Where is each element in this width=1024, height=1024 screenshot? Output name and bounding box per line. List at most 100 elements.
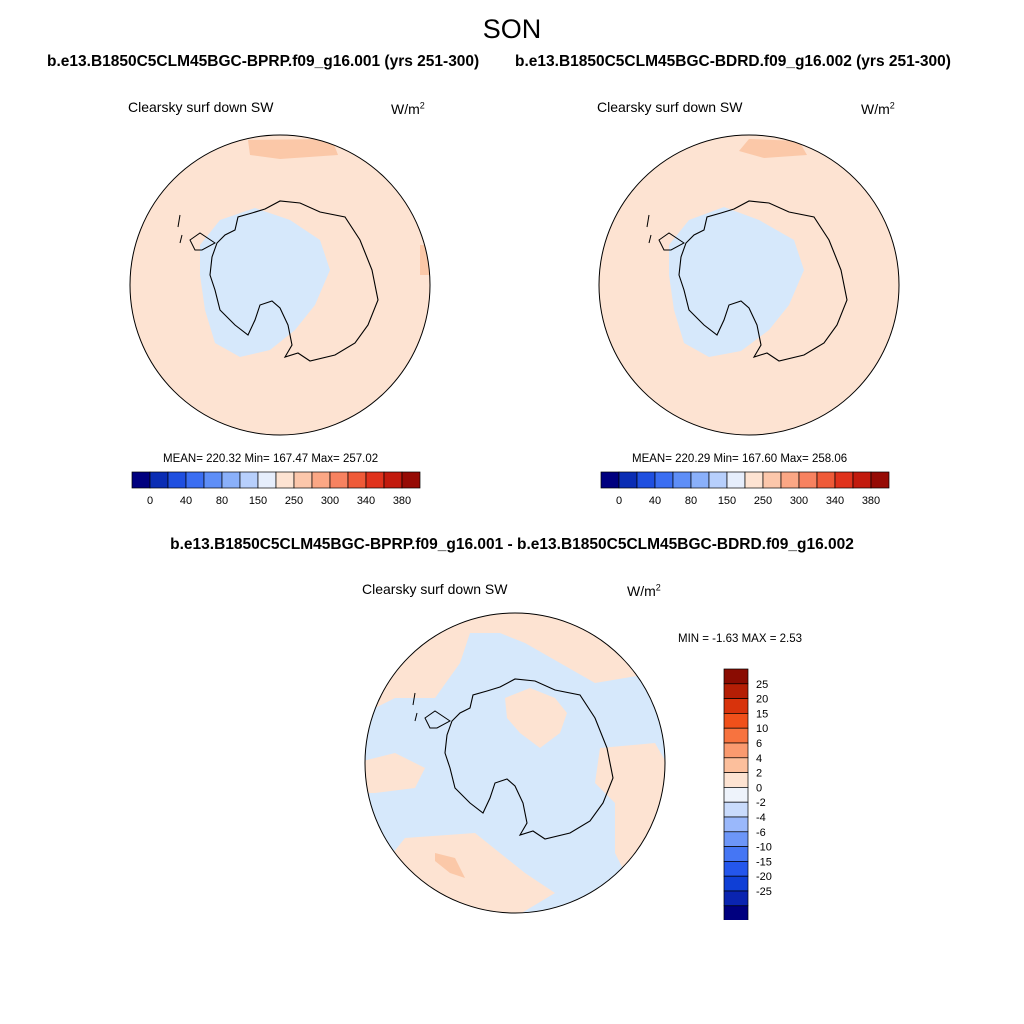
colorbar-swatch xyxy=(723,846,749,862)
panel2-case-title: b.e13.B1850C5CLM45BGC-BDRD.f09_g16.002 (… xyxy=(515,53,951,70)
panel1-units-label: W/m2 xyxy=(391,100,425,117)
colorbar-swatch xyxy=(723,713,749,729)
difference-title: b.e13.B1850C5CLM45BGC-BPRP.f09_g16.001 -… xyxy=(170,536,854,553)
panel1-variable-label: Clearsky surf down SW xyxy=(128,99,274,115)
panel2-stats: MEAN= 220.29 Min= 167.60 Max= 258.06 xyxy=(632,453,848,465)
colorbar-tick-label: 20 xyxy=(756,694,768,706)
colorbar-swatch xyxy=(870,471,890,489)
peninsula-coastline xyxy=(189,232,216,251)
colorbar-tick-label: 6 xyxy=(756,738,762,750)
abs-colorbar-labels: 0 40 80 150 250 300 340 380 xyxy=(616,495,880,507)
colorbar-swatch xyxy=(834,471,854,489)
colorbar-tick-label: 250 xyxy=(754,495,772,507)
peninsula-coastline xyxy=(658,232,685,251)
colorbar-tick-label: 10 xyxy=(756,723,768,735)
map-boundary xyxy=(364,612,666,914)
colorbar-swatch xyxy=(723,772,749,788)
colorbar-swatch xyxy=(293,471,313,489)
panel1-stats: MEAN= 220.32 Min= 167.47 Max= 257.02 xyxy=(163,453,379,465)
peninsula-islands xyxy=(646,214,652,244)
strong-positive-patch xyxy=(435,853,465,878)
antarctica-coastline xyxy=(209,200,379,362)
antarctica-coastline xyxy=(444,678,614,840)
colorbar-swatch xyxy=(723,727,749,744)
colorbar-swatch xyxy=(798,471,818,489)
colorbar-tick-label: -15 xyxy=(756,856,772,868)
colorbar-swatch xyxy=(744,471,764,489)
colorbar-tick-label: 80 xyxy=(685,495,697,507)
colorbar-swatch xyxy=(723,787,749,803)
colorbar-swatch xyxy=(723,905,749,920)
colorbar-swatch xyxy=(203,471,223,489)
colorbar-swatch xyxy=(816,471,836,489)
colorbar-swatch xyxy=(723,831,749,847)
colorbar-swatch xyxy=(708,471,728,489)
colorbar-swatch xyxy=(723,742,749,759)
colorbar-swatch xyxy=(257,471,277,489)
colorbar-swatch xyxy=(149,471,169,489)
abs-colorbar-labels: 0 40 80 150 250 300 340 380 xyxy=(147,495,411,507)
colorbar-tick-label: -20 xyxy=(756,871,772,883)
colorbar-swatch xyxy=(600,471,620,489)
colorbar-tick-label: 0 xyxy=(616,495,622,507)
colorbar-tick-label: 340 xyxy=(826,495,844,507)
panel1-colorbar: 0 40 80 150 250 300 340 380 xyxy=(131,471,421,507)
map-boundary xyxy=(598,134,900,436)
warm-patch-north xyxy=(739,139,807,158)
colorbar-swatch xyxy=(723,668,749,685)
colorbar-swatch xyxy=(275,471,295,489)
colorbar-swatch xyxy=(723,698,749,714)
interior-field xyxy=(669,207,804,357)
colorbar-tick-label: 300 xyxy=(790,495,808,507)
colorbar-tick-label: -6 xyxy=(756,827,766,839)
colorbar-swatch xyxy=(347,471,367,489)
colorbar-swatch xyxy=(167,471,187,489)
colorbar-swatch xyxy=(723,683,749,699)
peninsula-islands xyxy=(177,214,183,244)
colorbar-tick-label: 80 xyxy=(216,495,228,507)
main-title: SON xyxy=(482,14,542,44)
diff-variable-label: Clearsky surf down SW xyxy=(362,581,508,597)
colorbar-swatch xyxy=(690,471,710,489)
colorbar-tick-label: -2 xyxy=(756,797,766,809)
colorbar-tick-label: 380 xyxy=(862,495,880,507)
positive-north-region xyxy=(365,613,655,713)
colorbar-swatch xyxy=(365,471,385,489)
colorbar-tick-label: -10 xyxy=(756,842,772,854)
colorbar-tick-label: -4 xyxy=(756,812,766,824)
colorbar-tick-label: 0 xyxy=(756,782,762,794)
colorbar-swatch xyxy=(726,471,746,489)
antarctica-coastline xyxy=(678,200,848,362)
colorbar-swatch xyxy=(311,471,331,489)
colorbar-tick-label: 150 xyxy=(249,495,267,507)
panel2-variable-label: Clearsky surf down SW xyxy=(597,99,743,115)
positive-interior-region xyxy=(505,688,567,748)
colorbar-tick-label: 40 xyxy=(649,495,661,507)
interior-field xyxy=(200,208,330,357)
colorbar-swatch xyxy=(852,471,872,489)
panel1-map xyxy=(129,134,431,436)
colorbar-swatch xyxy=(329,471,349,489)
colorbar-tick-label: 40 xyxy=(180,495,192,507)
warm-patch-north xyxy=(248,139,338,159)
colorbar-tick-label: 4 xyxy=(756,753,762,765)
diff-stats: MIN = -1.63 MAX = 2.53 xyxy=(678,633,803,645)
colorbar-swatch xyxy=(723,757,749,773)
colorbar-tick-label: 25 xyxy=(756,679,768,691)
colorbar-tick-label: 150 xyxy=(718,495,736,507)
colorbar-tick-label: 2 xyxy=(756,768,762,780)
colorbar-swatch xyxy=(383,471,403,489)
colorbar-swatch xyxy=(185,471,205,489)
peninsula-islands xyxy=(412,692,418,722)
colorbar-swatch xyxy=(762,471,782,489)
colorbar-swatch xyxy=(401,471,421,489)
positive-west-region xyxy=(365,753,425,793)
colorbar-swatch xyxy=(672,471,692,489)
panel2-map xyxy=(598,134,900,436)
colorbar-tick-label: 300 xyxy=(321,495,339,507)
colorbar-swatch xyxy=(723,861,749,877)
panel2-units-label: W/m2 xyxy=(861,100,895,117)
panel2-colorbar: 0 40 80 150 250 300 340 380 xyxy=(600,471,890,507)
